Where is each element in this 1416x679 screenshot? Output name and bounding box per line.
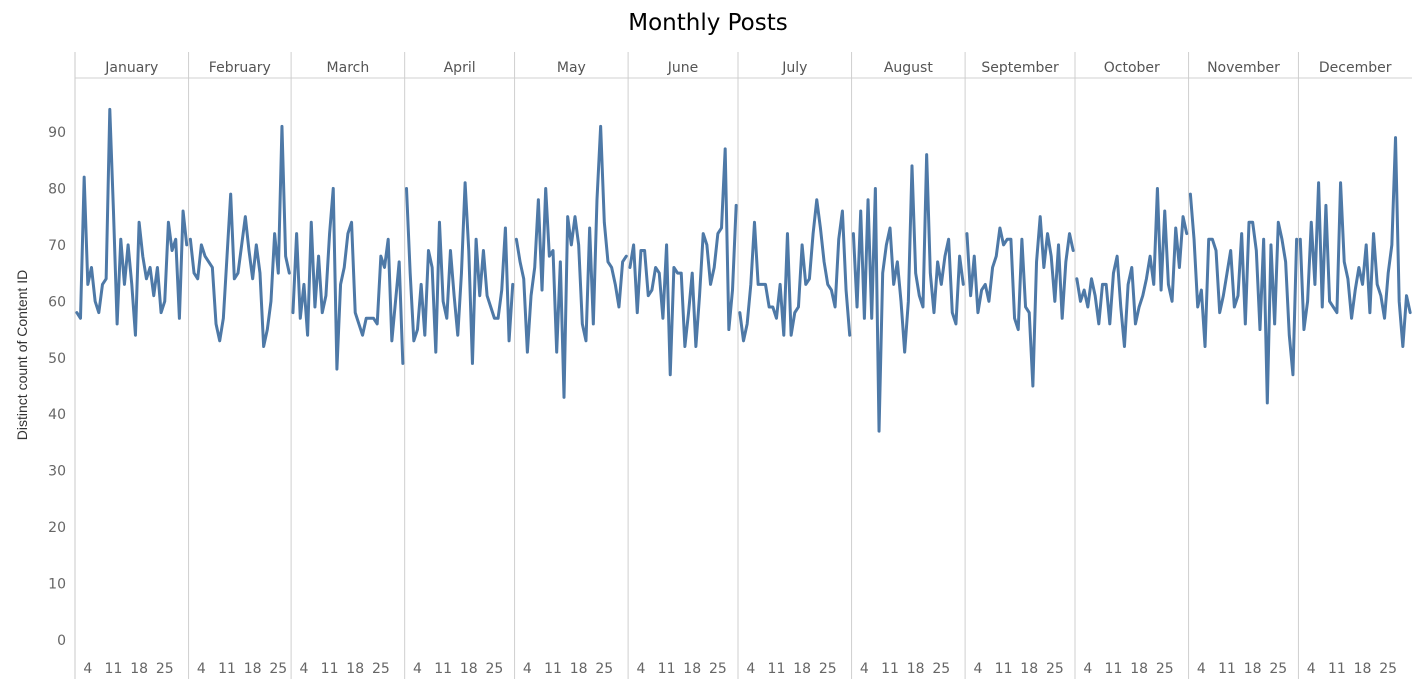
x-tick-label: 25 [156, 661, 174, 677]
month-header-label: January [104, 60, 158, 76]
y-tick-label: 50 [48, 351, 66, 367]
x-tick-label: 4 [413, 661, 422, 677]
y-tick-label: 80 [48, 181, 66, 197]
series-line-february [188, 124, 291, 348]
month-header-label: September [981, 60, 1059, 76]
x-tick-label: 4 [746, 661, 755, 677]
x-tick-label: 4 [523, 661, 532, 677]
x-tick-label: 18 [130, 661, 148, 677]
y-tick-label: 10 [48, 577, 66, 593]
x-tick-label: 18 [346, 661, 364, 677]
month-header-label: July [781, 60, 807, 76]
y-axis: 0 10 20 30 40 50 60 70 80 90 [48, 125, 66, 649]
y-tick-label: 60 [48, 294, 66, 310]
x-tick-label: 25 [1156, 661, 1174, 677]
y-tick-label: 30 [48, 464, 66, 480]
x-tick-label: 18 [1130, 661, 1148, 677]
month-header-label: June [667, 60, 699, 76]
month-header-label: February [209, 60, 271, 76]
x-tick-label: 4 [1307, 661, 1316, 677]
x-tick-label: 11 [544, 661, 562, 677]
series-line-november [1188, 192, 1299, 405]
month-header-label: May [557, 60, 586, 76]
x-tick-label: 4 [299, 661, 308, 677]
series-line-december [1298, 136, 1412, 348]
series-line-june [628, 147, 738, 377]
month-header-label: November [1207, 60, 1280, 76]
x-tick-label: 11 [105, 661, 123, 677]
x-tick-label: 4 [197, 661, 206, 677]
month-header-label: April [444, 60, 476, 76]
series-line-may [514, 124, 628, 399]
series-line-april [405, 181, 515, 365]
x-tick-label: 18 [907, 661, 925, 677]
y-tick-label: 90 [48, 125, 66, 141]
y-tick-label: 20 [48, 520, 66, 536]
x-tick-label: 11 [1105, 661, 1123, 677]
x-tick-label: 18 [793, 661, 811, 677]
x-tick-label: 11 [1218, 661, 1236, 677]
x-tick-label: 4 [83, 661, 92, 677]
x-tick-label: 11 [658, 661, 676, 677]
x-tick-label: 4 [973, 661, 982, 677]
x-tick-label: 18 [1354, 661, 1372, 677]
series-line-october [1075, 186, 1189, 348]
series-line-july [738, 198, 852, 343]
x-axis: 4 11 18 25 4 11 18 25 4 11 18 25 4 11 18 25 4 11 18 25 4 11 18… [83, 661, 1397, 677]
x-tick-label: 4 [1197, 661, 1206, 677]
chart-frame [74, 52, 1412, 679]
series-line-march [291, 186, 405, 371]
x-tick-label: 4 [860, 661, 869, 677]
series-line-january [75, 107, 189, 337]
x-tick-label: 11 [218, 661, 236, 677]
y-tick-label: 40 [48, 407, 66, 423]
chart-title: Monthly Posts [628, 10, 788, 36]
x-tick-label: 11 [434, 661, 452, 677]
x-tick-label: 11 [321, 661, 339, 677]
x-tick-label: 18 [244, 661, 262, 677]
x-tick-label: 25 [595, 661, 613, 677]
series-line-september [965, 215, 1075, 388]
month-headers: January February March April May June July Augu… [104, 60, 1392, 76]
x-tick-label: 18 [570, 661, 588, 677]
month-header-label: October [1104, 60, 1160, 76]
month-header-label: December [1319, 60, 1392, 76]
x-tick-label: 25 [372, 661, 390, 677]
series-lines [75, 107, 1412, 433]
x-tick-label: 11 [881, 661, 899, 677]
x-tick-label: 25 [819, 661, 837, 677]
month-header-label: March [327, 60, 370, 76]
x-tick-label: 18 [683, 661, 701, 677]
x-tick-label: 11 [995, 661, 1013, 677]
x-tick-label: 25 [486, 661, 504, 677]
x-tick-label: 25 [269, 661, 287, 677]
x-tick-label: 25 [1269, 661, 1287, 677]
x-tick-label: 18 [1020, 661, 1038, 677]
x-tick-label: 18 [1244, 661, 1262, 677]
x-tick-label: 25 [1379, 661, 1397, 677]
x-tick-label: 4 [1083, 661, 1092, 677]
x-tick-label: 25 [709, 661, 727, 677]
x-tick-label: 4 [636, 661, 645, 677]
x-tick-label: 11 [768, 661, 786, 677]
month-header-label: August [884, 60, 934, 76]
x-tick-label: 18 [460, 661, 478, 677]
series-line-august [851, 153, 965, 433]
y-tick-label: 70 [48, 238, 66, 254]
x-tick-label: 11 [1328, 661, 1346, 677]
x-tick-label: 25 [1046, 661, 1064, 677]
x-tick-label: 25 [932, 661, 950, 677]
y-tick-label: 0 [57, 633, 66, 649]
